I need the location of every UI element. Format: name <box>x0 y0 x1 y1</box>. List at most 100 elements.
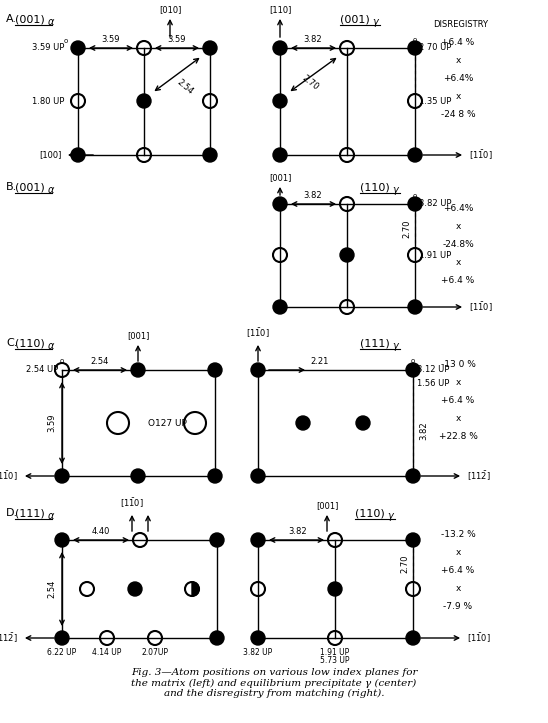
Circle shape <box>131 363 145 377</box>
Text: +6.4%: +6.4% <box>443 204 473 213</box>
Circle shape <box>71 148 85 162</box>
Text: (110): (110) <box>360 182 390 192</box>
Text: 3.59: 3.59 <box>168 35 186 44</box>
Text: x: x <box>455 584 461 593</box>
Text: 6.22 UP: 6.22 UP <box>47 648 77 657</box>
Circle shape <box>208 363 222 377</box>
Circle shape <box>406 631 420 645</box>
Text: -7.9 %: -7.9 % <box>443 602 472 611</box>
Circle shape <box>210 631 224 645</box>
Circle shape <box>406 363 420 377</box>
Text: 1.91 UP: 1.91 UP <box>419 250 451 260</box>
Text: 2.70: 2.70 <box>300 74 320 93</box>
Text: (001): (001) <box>15 182 45 192</box>
Text: 3.59: 3.59 <box>47 414 56 432</box>
Text: C.: C. <box>6 338 18 348</box>
Text: 2.54: 2.54 <box>91 357 109 366</box>
Text: x: x <box>455 222 461 231</box>
Circle shape <box>273 148 287 162</box>
Text: Fig. 3—Atom positions on various low index planes for
the matrix (left) and equi: Fig. 3—Atom positions on various low ind… <box>131 668 417 698</box>
Circle shape <box>55 631 69 645</box>
Text: $[1\bar{1}0]$: $[1\bar{1}0]$ <box>246 327 270 340</box>
Text: $[1\bar{1}0]$: $[1\bar{1}0]$ <box>469 300 493 314</box>
Circle shape <box>406 469 420 483</box>
Circle shape <box>273 300 287 314</box>
Text: x: x <box>455 56 461 65</box>
Circle shape <box>251 363 265 377</box>
Circle shape <box>296 416 310 430</box>
Text: +6.4%: +6.4% <box>443 74 473 83</box>
Text: (110): (110) <box>15 338 45 348</box>
Text: 5.73 UP: 5.73 UP <box>320 656 350 665</box>
Text: 1.35 UP: 1.35 UP <box>419 96 452 106</box>
Text: (001): (001) <box>340 14 370 24</box>
Text: (001): (001) <box>15 14 45 24</box>
Text: 4.40: 4.40 <box>92 527 110 536</box>
Text: x: x <box>455 258 461 267</box>
Text: [001]: [001] <box>269 173 291 182</box>
Circle shape <box>273 41 287 55</box>
Circle shape <box>328 582 342 596</box>
Text: $\gamma$: $\gamma$ <box>392 185 400 197</box>
Text: 2.54: 2.54 <box>175 77 195 96</box>
Text: 3.82: 3.82 <box>289 527 307 536</box>
Text: o: o <box>60 641 64 646</box>
Text: [100]: [100] <box>39 150 62 160</box>
Circle shape <box>208 469 222 483</box>
Text: [110]: [110] <box>269 5 291 14</box>
Wedge shape <box>192 582 199 596</box>
Text: $[11\bar{2}]$: $[11\bar{2}]$ <box>467 469 491 483</box>
Circle shape <box>203 41 217 55</box>
Text: x: x <box>455 378 461 387</box>
Text: $[1\bar{1}0]$: $[1\bar{1}0]$ <box>469 148 493 162</box>
Text: $\alpha$: $\alpha$ <box>47 511 55 521</box>
Text: A.: A. <box>6 14 17 24</box>
Text: $[1\bar{1}0]$: $[1\bar{1}0]$ <box>467 631 491 645</box>
Text: [001]: [001] <box>127 331 149 340</box>
Text: 1.91 UP: 1.91 UP <box>321 648 350 657</box>
Text: $[1\bar{1}0]$: $[1\bar{1}0]$ <box>0 469 18 483</box>
Text: (111): (111) <box>360 338 390 348</box>
Text: 3.12 UP: 3.12 UP <box>417 366 449 375</box>
Text: $\gamma$: $\gamma$ <box>387 511 395 523</box>
Text: (111): (111) <box>15 508 45 518</box>
Text: -13.2 %: -13.2 % <box>441 530 475 539</box>
Circle shape <box>137 94 151 108</box>
Text: 1.80 UP: 1.80 UP <box>32 96 64 106</box>
Text: 3.82: 3.82 <box>304 35 322 44</box>
Text: -24.8%: -24.8% <box>442 240 474 249</box>
Text: 3.82: 3.82 <box>304 191 322 200</box>
Text: (110): (110) <box>355 508 385 518</box>
Circle shape <box>408 41 422 55</box>
Text: [010]: [010] <box>159 5 181 14</box>
Text: 3.59: 3.59 <box>102 35 120 44</box>
Circle shape <box>273 94 287 108</box>
Circle shape <box>128 582 142 596</box>
Circle shape <box>55 469 69 483</box>
Text: +6.4 %: +6.4 % <box>441 396 475 405</box>
Text: B.: B. <box>6 182 17 192</box>
Text: +6.4 %: +6.4 % <box>441 38 475 47</box>
Text: x: x <box>455 414 461 423</box>
Circle shape <box>406 533 420 547</box>
Text: $[11\bar{2}]$: $[11\bar{2}]$ <box>0 631 18 645</box>
Circle shape <box>203 148 217 162</box>
Text: +6.4 %: +6.4 % <box>441 566 475 575</box>
Text: O127 UP: O127 UP <box>148 419 187 427</box>
Text: 2.07UP: 2.07UP <box>141 648 168 657</box>
Circle shape <box>71 41 85 55</box>
Text: 2.70: 2.70 <box>402 220 411 239</box>
Circle shape <box>273 197 287 211</box>
Circle shape <box>251 631 265 645</box>
Text: $\gamma$: $\gamma$ <box>372 17 380 29</box>
Text: -13 0 %: -13 0 % <box>441 360 476 369</box>
Text: 3.82: 3.82 <box>419 422 428 440</box>
Circle shape <box>131 469 145 483</box>
Text: 3.82 UP: 3.82 UP <box>419 200 452 208</box>
Circle shape <box>408 148 422 162</box>
Text: 3.82 UP: 3.82 UP <box>243 648 272 657</box>
Text: o: o <box>64 38 68 44</box>
Text: $\gamma$: $\gamma$ <box>392 341 400 353</box>
Text: D.: D. <box>6 508 18 518</box>
Text: o: o <box>413 37 417 43</box>
